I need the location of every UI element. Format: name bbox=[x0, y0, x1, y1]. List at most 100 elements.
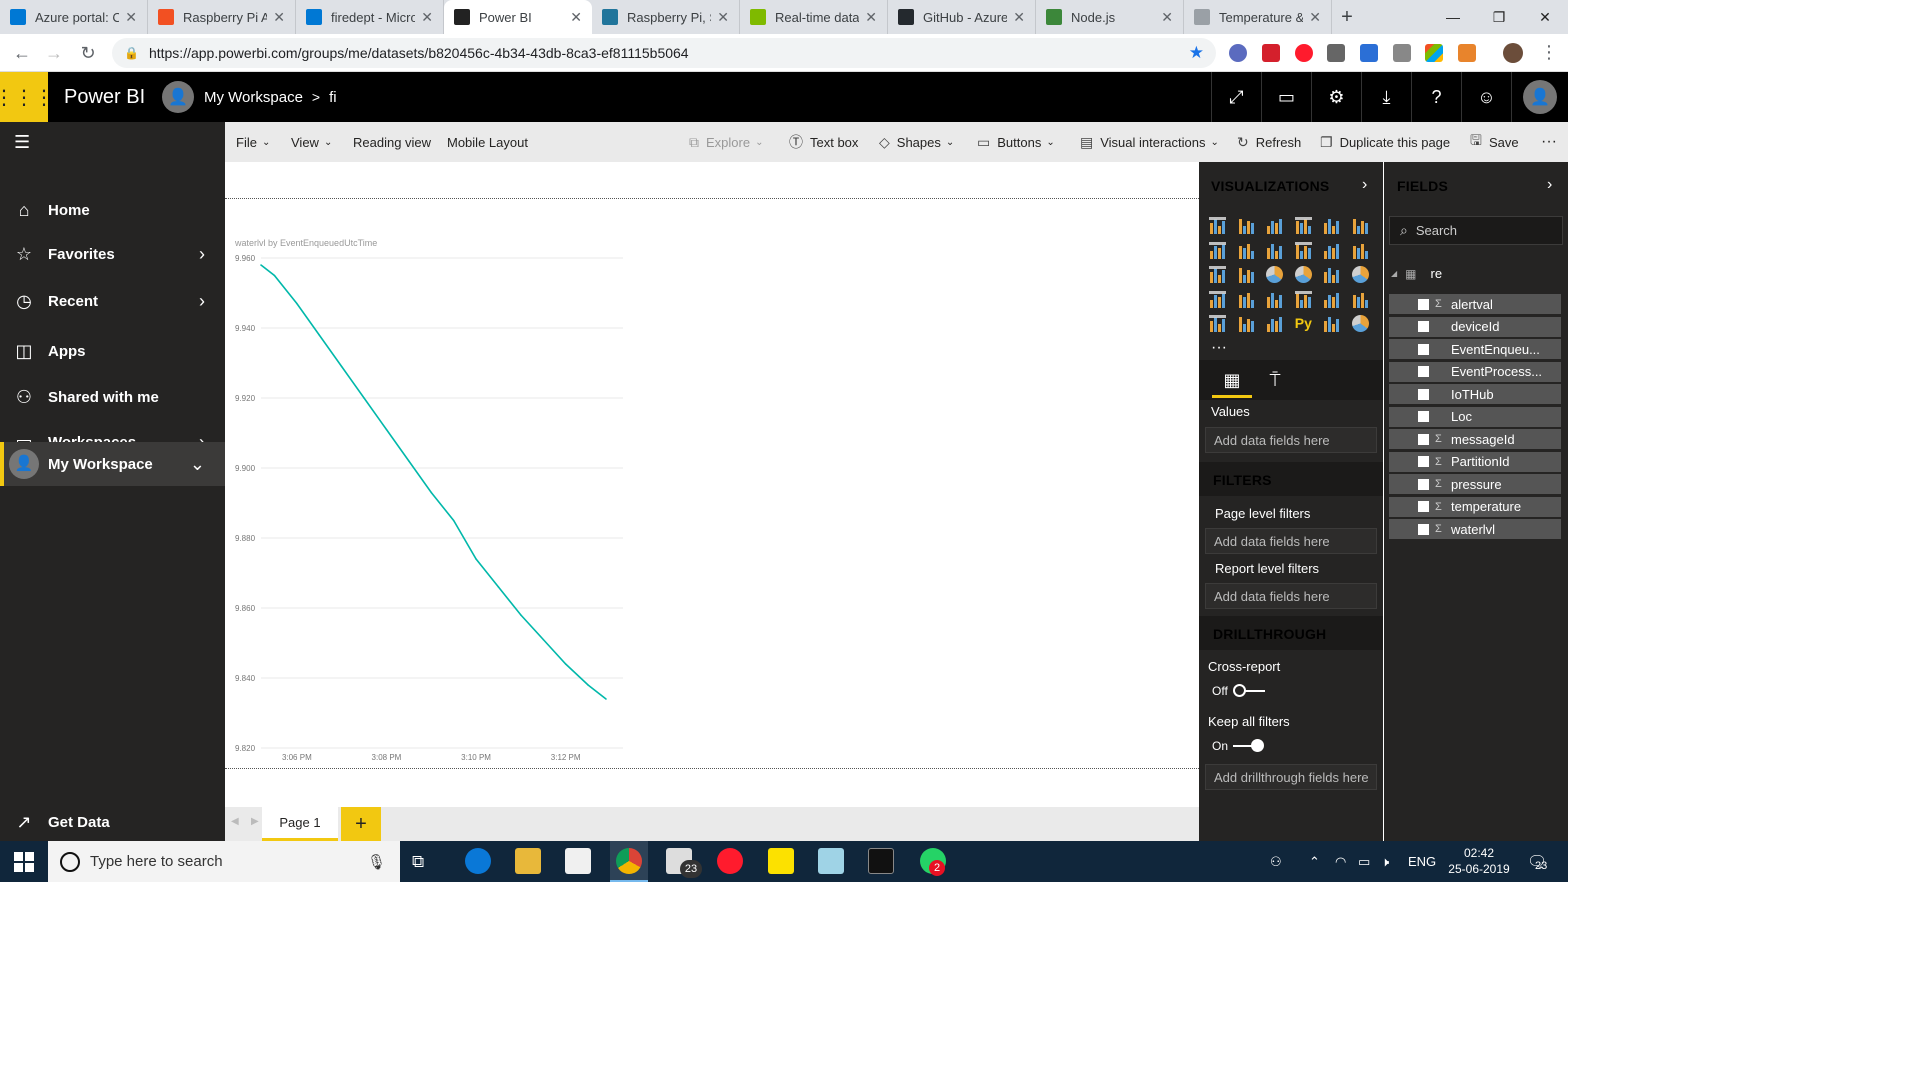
field-partitionid[interactable]: Σ PartitionId bbox=[1389, 451, 1561, 472]
windows-start-icon[interactable] bbox=[14, 852, 34, 872]
field-deviceid[interactable]: deviceId bbox=[1389, 316, 1561, 337]
scatter-icon[interactable] bbox=[1238, 266, 1255, 283]
close-tab-icon[interactable]: ✕ bbox=[1161, 8, 1173, 25]
table-re[interactable]: ◢ ▦ re bbox=[1391, 266, 1442, 281]
format-paint-roller-icon[interactable]: ⍑ bbox=[1269, 369, 1281, 390]
close-tab-icon[interactable]: ✕ bbox=[1309, 8, 1321, 25]
profile-avatar[interactable] bbox=[1503, 43, 1523, 63]
people-icon[interactable]: ⚇ bbox=[1270, 853, 1282, 869]
treemap-icon[interactable] bbox=[1323, 266, 1340, 283]
taskbar-search-box[interactable]: Type here to search 🎙 bbox=[48, 841, 400, 882]
extension-6-icon[interactable] bbox=[1425, 44, 1443, 62]
report-filters-well[interactable]: Add data fields here bbox=[1205, 583, 1377, 609]
nav-favorites[interactable]: ☆ Favorites › bbox=[0, 232, 225, 276]
close-tab-icon[interactable]: ✕ bbox=[570, 8, 582, 25]
gauge-icon[interactable] bbox=[1266, 291, 1283, 308]
download-icon[interactable]: ⤓ bbox=[1361, 72, 1411, 122]
close-tab-icon[interactable]: ✕ bbox=[717, 8, 729, 25]
field-iothub[interactable]: IoTHub bbox=[1389, 384, 1561, 404]
field-checkbox[interactable] bbox=[1418, 366, 1429, 377]
extension-e-icon[interactable] bbox=[1327, 44, 1345, 62]
extension-4-icon[interactable] bbox=[1360, 44, 1378, 62]
field-checkbox[interactable] bbox=[1418, 523, 1429, 535]
fields-tab-icon[interactable]: ▦ bbox=[1212, 365, 1252, 398]
wifi-icon[interactable]: ◠ bbox=[1335, 853, 1347, 869]
microphone-icon[interactable]: 🎙 bbox=[366, 853, 386, 871]
table-visual-icon[interactable] bbox=[1238, 315, 1255, 332]
refresh-button[interactable]: ↻ Refresh bbox=[1237, 133, 1302, 150]
arcgis-map-icon[interactable] bbox=[1352, 315, 1369, 332]
browser-tab[interactable]: Temperature & ✕ bbox=[1184, 0, 1332, 34]
multirow-card-icon[interactable] bbox=[1323, 291, 1340, 308]
nav-recent[interactable]: ◷ Recent › bbox=[0, 279, 225, 323]
store-icon[interactable] bbox=[565, 848, 591, 874]
donut-chart-icon[interactable] bbox=[1294, 266, 1312, 283]
browser-tab[interactable]: Power BI ✕ bbox=[444, 0, 592, 34]
stacked-area-icon[interactable] bbox=[1266, 242, 1283, 259]
minimize-icon[interactable]: — bbox=[1446, 9, 1460, 25]
opera-icon[interactable] bbox=[717, 848, 743, 874]
page-filters-well[interactable]: Add data fields here bbox=[1205, 528, 1377, 554]
network-icon[interactable]: ▭ bbox=[1358, 853, 1371, 869]
close-tab-icon[interactable]: ✕ bbox=[865, 8, 877, 25]
clustered-bar-icon[interactable] bbox=[1266, 217, 1283, 234]
matrix-icon[interactable] bbox=[1266, 315, 1283, 332]
nav-shared-with-me[interactable]: ⚇ Shared with me bbox=[0, 375, 225, 419]
file-explorer-icon[interactable] bbox=[515, 848, 541, 874]
nav-my-workspace[interactable]: 👤 My Workspace ⌄ bbox=[0, 442, 225, 486]
terminal-icon[interactable] bbox=[868, 848, 894, 874]
account-icon[interactable]: 👤 bbox=[1511, 72, 1568, 122]
cross-report-toggle[interactable] bbox=[1233, 684, 1265, 698]
python-visual-icon[interactable]: Py bbox=[1294, 315, 1312, 331]
field-loc[interactable]: Loc bbox=[1389, 406, 1561, 427]
page-prev-icon[interactable]: ◀ bbox=[231, 816, 239, 827]
bookmark-star-icon[interactable]: ★ bbox=[1188, 43, 1204, 62]
forward-icon[interactable]: → bbox=[45, 42, 63, 63]
line-chart-icon[interactable] bbox=[1209, 241, 1226, 259]
nav-home[interactable]: ⌂ Home bbox=[0, 188, 225, 232]
shapes-menu[interactable]: ◇ Shapes ⌄ bbox=[879, 133, 955, 150]
visual-interactions-menu[interactable]: ▤ Visual interactions ⌄ bbox=[1080, 133, 1219, 150]
save-button[interactable]: 🖫 Save bbox=[1470, 122, 1519, 162]
breadcrumb-workspace[interactable]: My Workspace bbox=[204, 88, 303, 106]
clock[interactable]: 02:42 25-06-2019 bbox=[1444, 843, 1514, 881]
pie-chart-icon[interactable] bbox=[1266, 266, 1284, 283]
waterfall-icon[interactable] bbox=[1209, 266, 1226, 283]
buttons-menu[interactable]: ▭ Buttons ⌄ bbox=[977, 133, 1055, 150]
edge-icon[interactable] bbox=[465, 848, 491, 874]
field-eventenqueu[interactable]: EventEnqueu... bbox=[1389, 339, 1561, 359]
close-tab-icon[interactable]: ✕ bbox=[273, 8, 285, 25]
back-icon[interactable]: ← bbox=[13, 42, 31, 63]
waterlvl-series-line[interactable] bbox=[260, 264, 607, 700]
camera-extension-icon[interactable] bbox=[1393, 44, 1411, 62]
notifications-icon[interactable]: 🗨 bbox=[1527, 853, 1548, 871]
close-window-icon[interactable]: ✕ bbox=[1539, 8, 1551, 25]
collapse-visualizations-icon[interactable]: › bbox=[1362, 176, 1368, 193]
view-menu[interactable]: View ⌄ bbox=[291, 134, 333, 150]
mobile-layout-button[interactable]: Mobile Layout bbox=[447, 134, 528, 150]
reload-icon[interactable]: ↻ bbox=[80, 42, 96, 63]
keep-filters-toggle[interactable] bbox=[1233, 739, 1265, 753]
breadcrumb-report[interactable]: fi bbox=[329, 88, 337, 106]
more-options-button[interactable]: ··· bbox=[1541, 133, 1557, 150]
fields-search-input[interactable]: ⌕ Search bbox=[1389, 216, 1563, 245]
field-checkbox[interactable] bbox=[1418, 321, 1429, 332]
field-checkbox[interactable] bbox=[1418, 456, 1429, 467]
close-tab-icon[interactable]: ✕ bbox=[1013, 8, 1025, 25]
drillthrough-well[interactable]: Add drillthrough fields here bbox=[1205, 764, 1377, 790]
duplicate-page-button[interactable]: ❐ Duplicate this page bbox=[1320, 133, 1451, 150]
language-indicator[interactable]: ENG bbox=[1408, 854, 1437, 869]
stacked-column-icon[interactable] bbox=[1238, 217, 1255, 234]
line-chart-visual[interactable]: waterlvl by EventEnqueuedUtcTime 9.960 9.9… bbox=[225, 232, 645, 762]
browser-tab[interactable]: GitHub - Azure ✕ bbox=[888, 0, 1036, 34]
clustered-column-icon[interactable] bbox=[1294, 217, 1312, 234]
filled-map-icon[interactable] bbox=[1209, 290, 1226, 308]
collapse-fields-icon[interactable]: › bbox=[1547, 176, 1553, 193]
field-checkbox[interactable] bbox=[1418, 298, 1429, 310]
extension-2-icon[interactable] bbox=[1262, 44, 1280, 62]
extension-1-icon[interactable] bbox=[1229, 44, 1247, 62]
